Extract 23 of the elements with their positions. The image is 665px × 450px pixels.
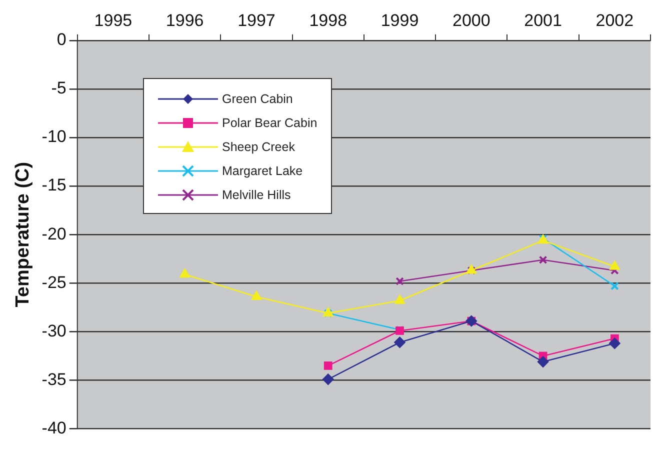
y-tick-label: -40	[42, 418, 66, 438]
x-tick-label: 2002	[596, 10, 634, 30]
x-tick-label: 2000	[452, 10, 490, 30]
legend-label: Sheep Creek	[222, 140, 295, 154]
x-tick-label: 1996	[166, 10, 204, 30]
x-tick-label: 1998	[309, 10, 348, 30]
y-tick-label: -35	[42, 370, 66, 389]
x-tick-label: 1999	[380, 10, 419, 30]
y-tick-label: -10	[42, 127, 66, 146]
y-tick-label: 0	[56, 30, 66, 50]
y-tick-label: -15	[42, 176, 66, 195]
legend-label: Green Cabin	[222, 92, 293, 106]
legend-label: Polar Bear Cabin	[222, 116, 318, 130]
y-axis-title: Temperature (C)	[12, 162, 34, 308]
y-tick-label: -30	[42, 321, 66, 340]
y-tick-label: -5	[51, 78, 66, 98]
x-tick-label: 2001	[524, 10, 562, 30]
y-tick-label: -25	[42, 272, 66, 292]
legend-label: Margaret Lake	[222, 164, 303, 178]
y-tick-label: -20	[42, 224, 66, 244]
legend-label: Melville Hills	[222, 188, 291, 202]
x-tick-label: 1995	[94, 10, 132, 30]
x-tick-label: 1997	[238, 10, 276, 30]
